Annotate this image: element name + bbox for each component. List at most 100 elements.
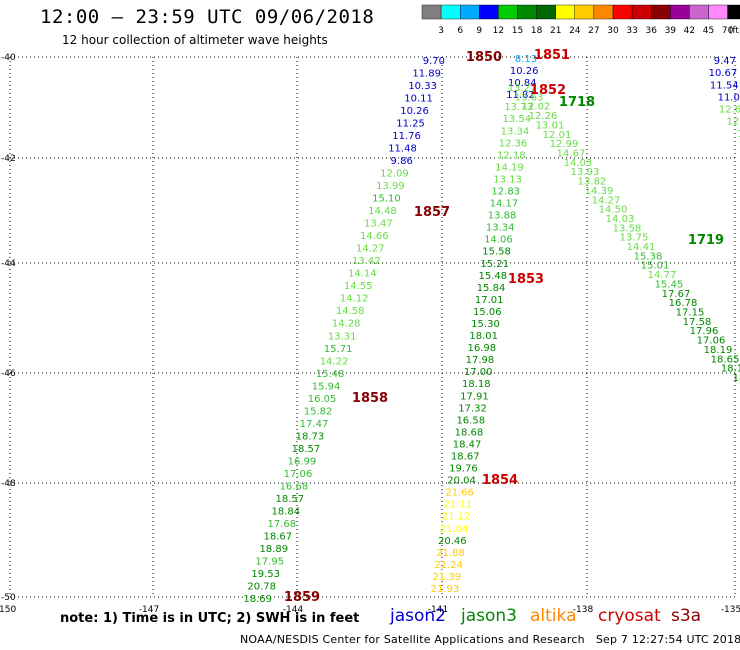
- colorbar-tick-label: 42: [684, 26, 695, 36]
- wave-height-value: 13.54: [502, 114, 531, 125]
- pass-time-label: 1851: [534, 48, 570, 63]
- wave-height-value: 18.68: [455, 427, 484, 438]
- wave-height-value: 13.73: [504, 102, 533, 113]
- wave-height-value: 16.98: [467, 343, 496, 354]
- wave-height-value: 10.67: [709, 68, 738, 79]
- x-tick-label: -144: [283, 605, 304, 615]
- wave-height-value: 14.39: [585, 186, 614, 197]
- wave-height-value: 18.18: [462, 379, 491, 390]
- wave-height-value: 15.48: [316, 369, 345, 380]
- wave-height-value: 13.88: [488, 211, 517, 222]
- wave-height-value: 21.24: [434, 560, 463, 571]
- wave-height-value: 15.82: [304, 406, 333, 417]
- wave-height-value: 14.03: [564, 158, 593, 169]
- legend-cryosat: cryosat: [598, 606, 661, 626]
- wave-height-value: 13.82: [578, 177, 607, 188]
- wave-height-value: 17.98: [466, 355, 495, 366]
- wave-height-value: 21.93: [431, 584, 460, 595]
- wave-height-value: 18.84: [272, 506, 301, 517]
- wave-height-value: 15.94: [312, 381, 341, 392]
- colorbar-tick-label: 12: [493, 26, 504, 36]
- wave-height-value: 12.26: [529, 111, 558, 122]
- wave-height-value: 14.48: [368, 206, 397, 217]
- x-tick-label: -141: [428, 605, 448, 615]
- colorbar-swatch: [440, 4, 461, 20]
- wave-height-value: 15.48: [479, 271, 508, 282]
- wave-height-value: 12.83: [491, 187, 520, 198]
- wave-height-value: 17.68: [267, 519, 296, 530]
- wave-height-value: 15.01: [641, 261, 670, 272]
- legend-jason2: jason2: [390, 606, 446, 626]
- wave-height-value: 12.36: [499, 138, 528, 149]
- wave-height-value: 18.67: [451, 452, 480, 463]
- wave-height-value: 11.89: [412, 69, 441, 80]
- wave-height-value: 14.14: [348, 269, 377, 280]
- wave-height-value: 18.89: [259, 544, 288, 555]
- colorbar-tick-label: 9: [476, 26, 482, 36]
- wave-height-value: 13.34: [486, 223, 515, 234]
- wave-height-value: 20.46: [438, 536, 467, 547]
- units-note: note: 1) Time is in UTC; 2) SWH is in fe…: [60, 611, 360, 626]
- wave-height-value: 18.69: [243, 594, 272, 605]
- wave-height-value: 18.73: [296, 431, 325, 442]
- wave-height-value: 15.06: [473, 307, 502, 318]
- wave-height-value: 17.06: [284, 469, 313, 480]
- x-tick-labels: -150 -147 -144 -141 -138 -135: [0, 605, 740, 615]
- legend-jason3: jason3: [461, 606, 517, 626]
- wave-height-value: 17.00: [464, 367, 493, 378]
- colorbar-swatch: [574, 4, 595, 20]
- wave-height-value: 21.88: [436, 548, 465, 559]
- wave-height-value: 14.55: [344, 281, 373, 292]
- wave-height-value: 18.57: [292, 444, 321, 455]
- wave-height-value: 14.67: [557, 148, 586, 159]
- wave-height-value: 13.58: [613, 223, 642, 234]
- y-tick-labels: -40 -42 -44 -46 -48 -50: [1, 53, 16, 603]
- wave-height-value: 14.58: [336, 306, 365, 317]
- colorbar-swatch: [670, 4, 690, 20]
- wave-height-value: 11.25: [396, 119, 425, 130]
- wave-height-value: 16.58: [456, 415, 485, 426]
- wave-height-tracks: 9.7011.8910.3310.1110.2611.2511.7611.489…: [243, 54, 740, 605]
- wave-height-value: 18.67: [263, 531, 292, 542]
- x-tick-label: -138: [573, 605, 594, 615]
- pass-time-label: 1854: [482, 473, 518, 488]
- wave-height-value: 15.58: [482, 247, 511, 258]
- colorbar-tick-label: 18: [531, 26, 543, 36]
- wave-height-value: 17.32: [458, 403, 487, 414]
- wave-height-value: 14.22: [320, 356, 349, 367]
- wave-height-value: 17.01: [475, 295, 504, 306]
- wave-height-value: 18.65: [711, 354, 740, 365]
- wave-height-value: 9.47: [714, 56, 736, 67]
- wave-height-value: 17.91: [460, 391, 489, 402]
- wave-height-value: 19.53: [251, 569, 280, 580]
- wave-height-value: 13.63: [515, 92, 544, 103]
- track-jason3-1718: 13.2713.6312.0212.2613.0112.0112.9914.67…: [508, 83, 740, 384]
- wave-height-value: 12.6: [719, 105, 740, 116]
- colorbar-swatch: [517, 4, 537, 20]
- wave-height-value: 21.66: [445, 488, 474, 499]
- wave-height-value: 12.09: [380, 169, 409, 180]
- wave-height-value: 1: [737, 129, 740, 140]
- wave-height-value: 16.99: [288, 456, 317, 467]
- y-tick-label: -50: [1, 593, 16, 603]
- wave-height-value: 18.19: [704, 345, 733, 356]
- colorbar-swatch: [479, 4, 499, 20]
- colorbar-tick-label: 6: [457, 26, 463, 36]
- colorbar-tick-label: 15: [512, 26, 523, 36]
- x-tick-label: -147: [139, 605, 159, 615]
- wave-height-value: 14.06: [484, 235, 513, 246]
- wave-height-value: 11.48: [388, 144, 417, 155]
- colorbar-tick-label: 3: [438, 26, 444, 36]
- wave-height-value: 21.11: [444, 500, 473, 511]
- colorbar-unit-label: (ft): [729, 26, 740, 36]
- wave-height-value: 13.34: [501, 126, 530, 137]
- wave-height-value: 17.47: [300, 419, 329, 430]
- wave-height-value: 14.27: [356, 244, 385, 255]
- wave-height-value: 9.86: [391, 156, 413, 167]
- colorbar-tick-label: 33: [626, 26, 637, 36]
- graticule: [9, 56, 736, 598]
- wave-height-value: 18.47: [453, 439, 482, 450]
